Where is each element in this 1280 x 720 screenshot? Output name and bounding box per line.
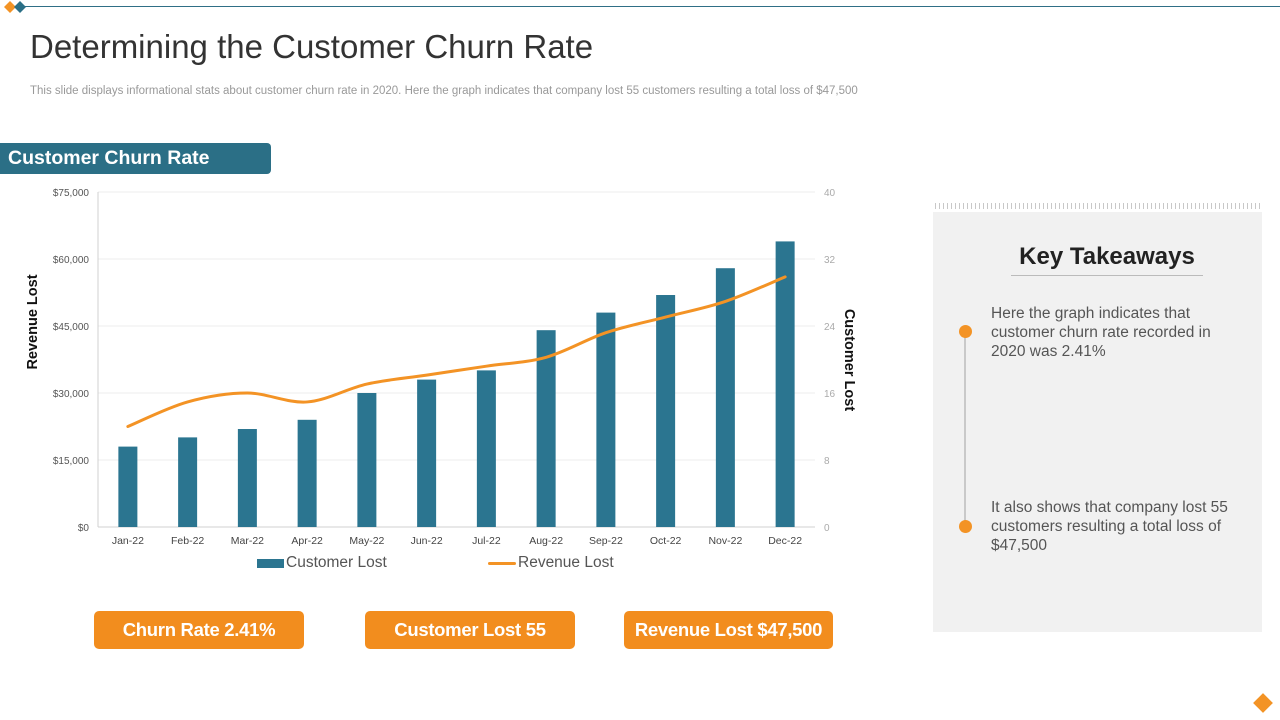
- legend-label-customer-lost: Customer Lost: [286, 554, 387, 571]
- legend-swatch-line: [488, 561, 516, 565]
- bar-customer-lost: [237, 429, 257, 527]
- kpi-revenue-lost: Revenue Lost $47,500: [624, 611, 833, 649]
- bar-customer-lost: [357, 393, 377, 527]
- x-tick-label: Aug-22: [529, 535, 563, 547]
- legend-label-revenue-lost: Revenue Lost: [518, 554, 614, 571]
- legend-swatch-bar: [257, 558, 284, 568]
- bar-customer-lost: [417, 379, 437, 527]
- page-title: Determining the Customer Churn Rate: [30, 28, 594, 65]
- bar-customer-lost: [775, 241, 795, 527]
- top-diamonds-icon: [4, 1, 26, 13]
- y-tick-label-left: $75,000: [53, 188, 90, 199]
- bar-customer-lost: [596, 312, 616, 527]
- x-tick-label: Dec-22: [768, 535, 802, 547]
- x-tick-label: Apr-22: [291, 535, 323, 547]
- x-tick-label: Oct-22: [650, 535, 682, 547]
- y-tick-label-right: 16: [824, 389, 836, 400]
- y-tick-label-right: 8: [824, 456, 830, 467]
- y-tick-label-right: 0: [824, 523, 830, 534]
- bar-customer-lost: [178, 437, 198, 527]
- bar-customer-lost: [656, 295, 676, 527]
- x-tick-label: May-22: [349, 535, 384, 547]
- y-tick-label-left: $45,000: [53, 322, 90, 333]
- y-tick-label-right: 24: [824, 322, 836, 333]
- kpi-customer-lost: Customer Lost 55: [365, 611, 575, 649]
- corner-diamond-icon: [1253, 693, 1273, 713]
- top-rule: [22, 6, 1280, 7]
- x-tick-label: Sep-22: [589, 535, 623, 547]
- takeaway-item-2: It also shows that company lost 55 custo…: [991, 499, 1228, 554]
- takeaway-bullet-icon: [959, 520, 972, 533]
- y-tick-label-left: $0: [78, 523, 90, 534]
- legend-item-revenue-lost: Revenue Lost: [488, 554, 614, 572]
- takeaways-timeline: [964, 333, 966, 527]
- kpi-churn-rate: Churn Rate 2.41%: [94, 611, 304, 649]
- page-subtitle: This slide displays informational stats …: [30, 85, 858, 97]
- x-tick-label: Jun-22: [411, 535, 443, 547]
- bar-customer-lost: [476, 370, 496, 527]
- bar-customer-lost: [118, 446, 138, 527]
- x-tick-label: Jan-22: [112, 535, 144, 547]
- x-tick-label: Jul-22: [472, 535, 501, 547]
- y-tick-label-right: 40: [824, 188, 836, 199]
- panel-hatch: [935, 203, 1261, 209]
- line-revenue-lost: [126, 275, 787, 428]
- legend-item-customer-lost: Customer Lost: [257, 554, 387, 572]
- chart-legend: Customer Lost Revenue Lost: [0, 554, 900, 576]
- y-tick-label-left: $15,000: [53, 456, 90, 467]
- takeaway-item-1: Here the graph indicates that customer c…: [991, 305, 1211, 360]
- churn-chart: $0 0 $15,000 8 $30,000 16 $45,000 24 $60,000 32 $7…: [53, 188, 836, 547]
- section-label: Customer Churn Rate: [0, 143, 271, 174]
- x-tick-label: Feb-22: [171, 535, 204, 547]
- x-tick-label: Nov-22: [708, 535, 742, 547]
- takeaway-bullet-icon: [959, 325, 972, 338]
- takeaways-title: Key Takeaways: [1011, 243, 1203, 276]
- bar-customer-lost: [715, 268, 735, 527]
- bar-customer-lost: [536, 330, 556, 527]
- y-tick-label-left: $30,000: [53, 389, 90, 400]
- y-axis-title-left: Revenue Lost: [25, 274, 41, 370]
- bar-customer-lost: [297, 419, 317, 527]
- y-tick-label-right: 32: [824, 255, 836, 266]
- y-axis-title-right: Customer Lost: [841, 308, 857, 412]
- y-tick-label-left: $60,000: [53, 255, 90, 266]
- key-takeaways-panel: [933, 212, 1262, 632]
- x-tick-label: Mar-22: [231, 535, 264, 547]
